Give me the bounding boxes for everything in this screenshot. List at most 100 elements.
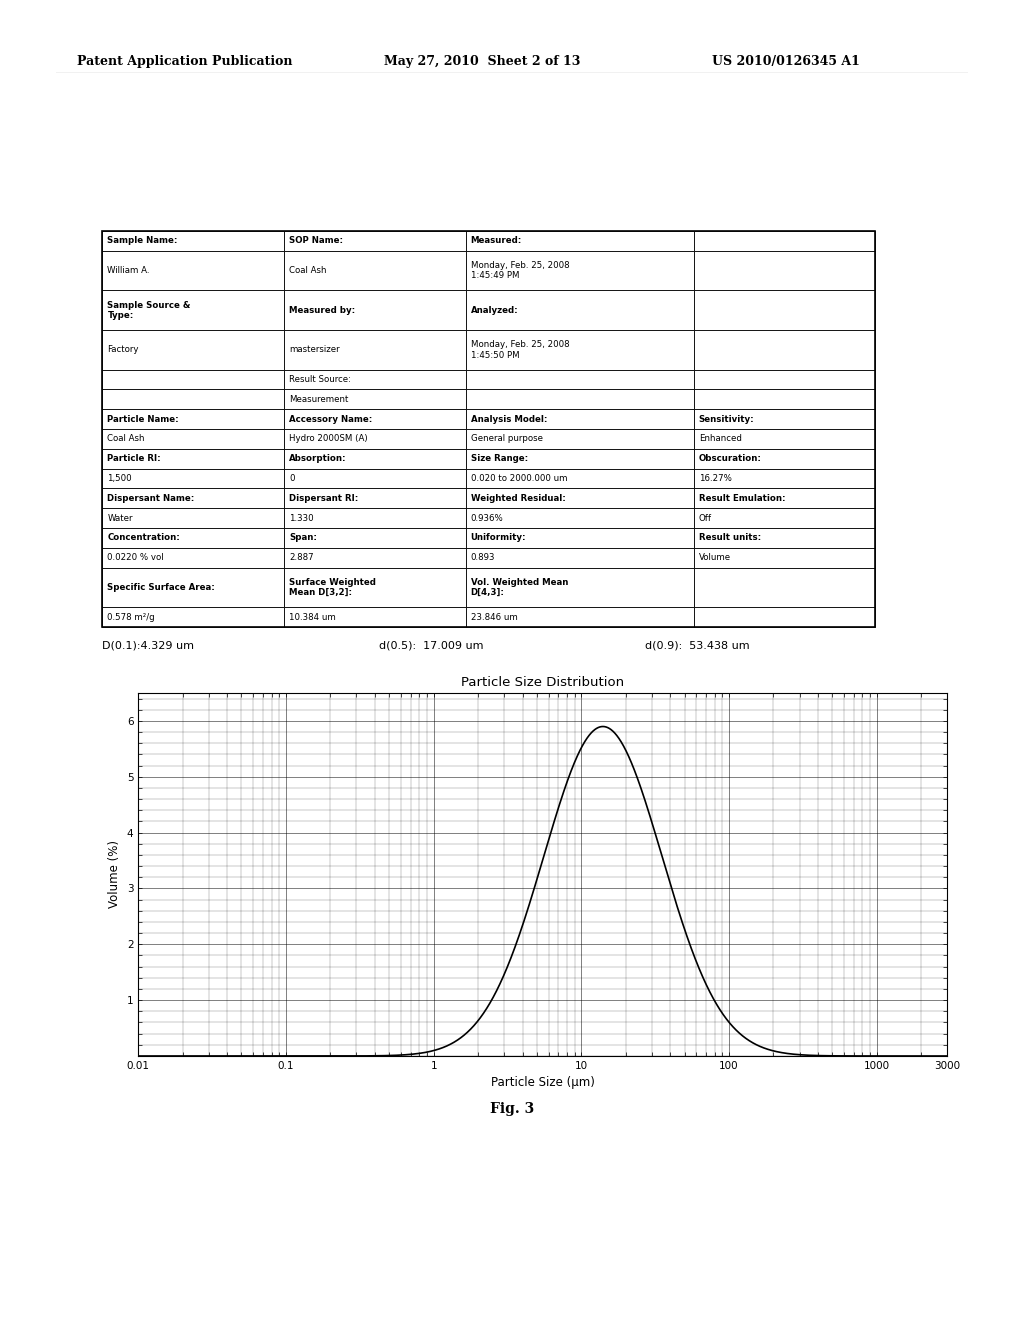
Bar (694, 409, 876, 429)
Text: 0.0220 % vol: 0.0220 % vol (108, 553, 164, 562)
Bar (102, 528, 284, 548)
Bar (284, 488, 466, 508)
Bar (102, 429, 284, 449)
Text: May 27, 2010  Sheet 2 of 13: May 27, 2010 Sheet 2 of 13 (384, 55, 581, 69)
Bar (694, 449, 876, 469)
Bar (466, 548, 694, 568)
Bar (102, 449, 284, 469)
Bar (466, 330, 694, 370)
Bar (284, 469, 466, 488)
Text: Particle RI:: Particle RI: (108, 454, 161, 463)
Bar (694, 488, 876, 508)
Text: Coal Ash: Coal Ash (289, 267, 327, 275)
Text: Particle Name:: Particle Name: (108, 414, 179, 424)
Text: Specific Surface Area:: Specific Surface Area: (108, 583, 215, 591)
Text: Off: Off (698, 513, 712, 523)
Text: Enhanced: Enhanced (698, 434, 741, 444)
Bar (466, 449, 694, 469)
Text: Sensitivity:: Sensitivity: (698, 414, 755, 424)
Text: 23.846 um: 23.846 um (471, 612, 517, 622)
Bar (102, 231, 284, 251)
Text: Measured by:: Measured by: (289, 306, 355, 314)
Text: d(0.9):  53.438 um: d(0.9): 53.438 um (645, 640, 750, 651)
Bar (284, 231, 466, 251)
Bar (694, 548, 876, 568)
Y-axis label: Volume (%): Volume (%) (109, 841, 121, 908)
Text: Factory: Factory (108, 346, 139, 354)
Bar (694, 290, 876, 330)
Bar (102, 389, 284, 409)
Bar (102, 488, 284, 508)
Bar (466, 409, 694, 429)
Bar (466, 607, 694, 627)
Text: 0.893: 0.893 (471, 553, 496, 562)
Bar (694, 568, 876, 607)
Text: D(0.1):4.329 um: D(0.1):4.329 um (102, 640, 195, 651)
Text: Span:: Span: (289, 533, 317, 543)
Bar (694, 469, 876, 488)
Text: Dispersant Name:: Dispersant Name: (108, 494, 195, 503)
Bar (102, 469, 284, 488)
Text: Fig. 3: Fig. 3 (489, 1102, 535, 1117)
Bar (284, 528, 466, 548)
Bar (694, 330, 876, 370)
Bar (284, 568, 466, 607)
Bar (466, 290, 694, 330)
Title: Particle Size Distribution: Particle Size Distribution (461, 676, 625, 689)
Text: Uniformity:: Uniformity: (471, 533, 526, 543)
Bar (284, 508, 466, 528)
Bar (466, 370, 694, 389)
Bar (284, 429, 466, 449)
Text: 1.330: 1.330 (289, 513, 313, 523)
Bar (284, 409, 466, 429)
Text: Sample Name:: Sample Name: (108, 236, 178, 246)
Text: Hydro 2000SM (A): Hydro 2000SM (A) (289, 434, 368, 444)
Text: US 2010/0126345 A1: US 2010/0126345 A1 (712, 55, 859, 69)
Bar (284, 607, 466, 627)
Text: mastersizer: mastersizer (289, 346, 340, 354)
Text: Measurement: Measurement (289, 395, 348, 404)
Text: 2.887: 2.887 (289, 553, 313, 562)
Bar (284, 449, 466, 469)
Text: William A.: William A. (108, 267, 150, 275)
Bar (466, 528, 694, 548)
Bar (102, 370, 284, 389)
Text: 1,500: 1,500 (108, 474, 132, 483)
Text: SOP Name:: SOP Name: (289, 236, 343, 246)
Bar (694, 607, 876, 627)
Bar (694, 508, 876, 528)
Text: Analyzed:: Analyzed: (471, 306, 518, 314)
Text: 0.936%: 0.936% (471, 513, 504, 523)
Text: Dispersant RI:: Dispersant RI: (289, 494, 358, 503)
Bar (694, 251, 876, 290)
Bar (102, 290, 284, 330)
Bar (284, 290, 466, 330)
Text: Analysis Model:: Analysis Model: (471, 414, 547, 424)
Bar (466, 429, 694, 449)
Text: Weighted Residual:: Weighted Residual: (471, 494, 565, 503)
Bar (466, 508, 694, 528)
Text: 0.578 m²/g: 0.578 m²/g (108, 612, 155, 622)
Text: Concentration:: Concentration: (108, 533, 180, 543)
Bar (284, 251, 466, 290)
Bar (102, 330, 284, 370)
Bar (284, 370, 466, 389)
Text: 16.27%: 16.27% (698, 474, 732, 483)
Bar (466, 251, 694, 290)
Bar (284, 548, 466, 568)
Bar (466, 488, 694, 508)
Bar (102, 251, 284, 290)
Text: 0: 0 (289, 474, 295, 483)
Bar (102, 409, 284, 429)
Text: 10.384 um: 10.384 um (289, 612, 336, 622)
Text: General purpose: General purpose (471, 434, 543, 444)
Bar (466, 389, 694, 409)
Text: Patent Application Publication: Patent Application Publication (77, 55, 292, 69)
Text: Result Source:: Result Source: (289, 375, 351, 384)
Text: Monday, Feb. 25, 2008
1:45:50 PM: Monday, Feb. 25, 2008 1:45:50 PM (471, 341, 569, 359)
Text: Measured:: Measured: (471, 236, 522, 246)
Text: Size Range:: Size Range: (471, 454, 527, 463)
Text: Surface Weighted
Mean D[3,2]:: Surface Weighted Mean D[3,2]: (289, 578, 376, 597)
X-axis label: Particle Size (μm): Particle Size (μm) (490, 1076, 595, 1089)
Text: Water: Water (108, 513, 133, 523)
